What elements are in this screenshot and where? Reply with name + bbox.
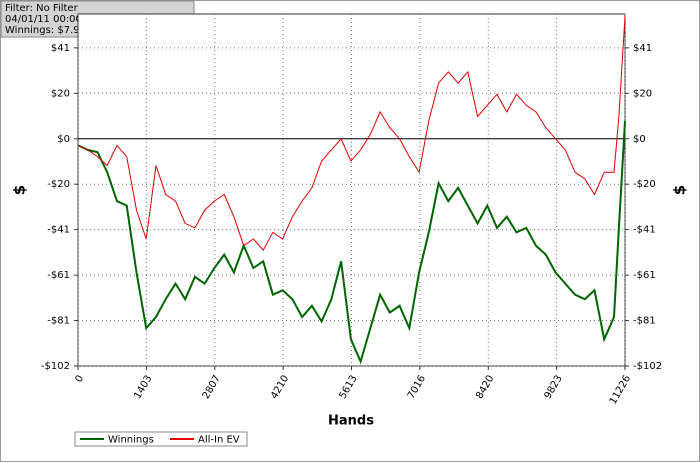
y-tick-label: -$81: [47, 316, 70, 327]
y2-tick-label: -$20: [633, 179, 656, 190]
y2-tick-label: $0: [633, 134, 646, 145]
y-tick-label: $41: [51, 43, 70, 54]
x-axis-label: Hands: [328, 414, 374, 429]
y-tick-label: -$20: [47, 179, 70, 190]
y2-tick-label: -$81: [633, 316, 656, 327]
y2-tick-label: -$41: [633, 225, 656, 236]
y-tick-label: $0: [57, 134, 70, 145]
series-line: [77, 121, 626, 365]
y-tick-label: $20: [51, 88, 70, 99]
y2-tick-label: $20: [633, 88, 652, 99]
y2-axis-label: $: [671, 185, 689, 195]
legend-label: Winnings: [108, 435, 154, 446]
info-filter: Filter: No Filter: [5, 3, 79, 14]
y2-tick-label: -$61: [633, 270, 656, 281]
y-tick-label: -$41: [47, 225, 70, 236]
y-tick-label: -$61: [47, 270, 70, 281]
series-line: [77, 16, 626, 252]
y-axis-label: $: [11, 185, 29, 195]
legend-label: All-In EV: [198, 435, 240, 446]
legend: [74, 431, 248, 447]
y-tick-label: -$102: [41, 361, 70, 372]
y2-tick-label: -$102: [633, 361, 662, 372]
y2-tick-label: $41: [633, 43, 652, 54]
x-tick-label: 0: [73, 374, 86, 385]
info-winnings: Winnings: $7.93: [5, 25, 86, 36]
